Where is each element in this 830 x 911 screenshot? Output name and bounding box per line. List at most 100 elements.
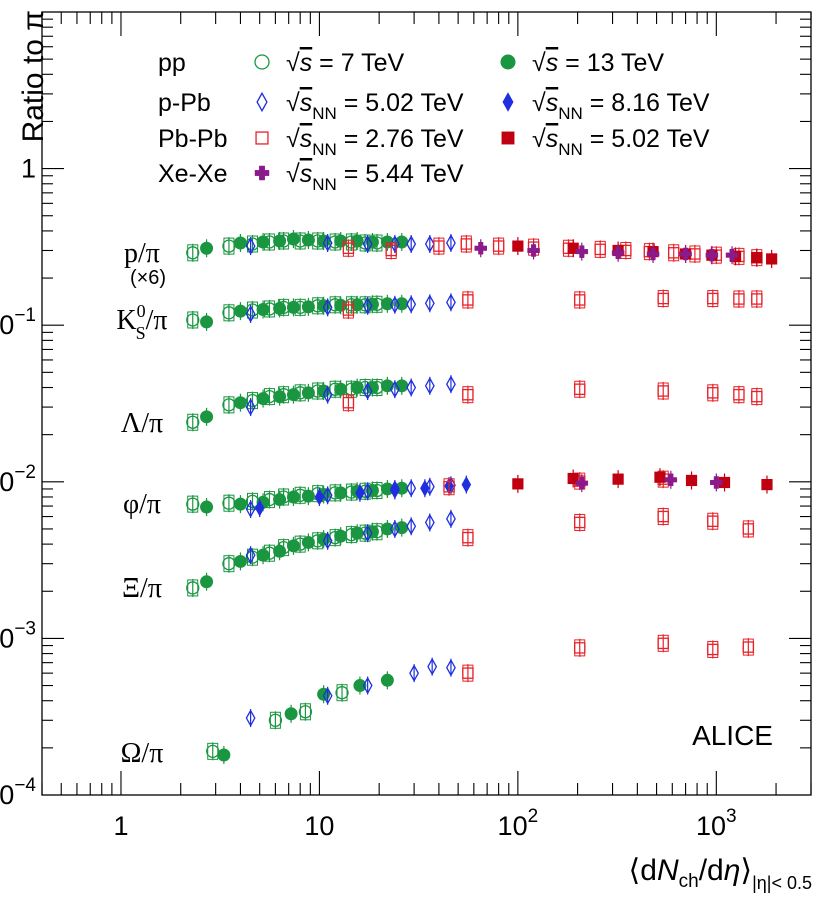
data-point bbox=[256, 232, 270, 251]
legend-system-label: Pb-Pb bbox=[158, 125, 227, 153]
ratio-label: Ω/π bbox=[121, 738, 164, 769]
data-point bbox=[612, 470, 624, 489]
data-point-marker bbox=[186, 497, 200, 511]
data-point-marker bbox=[286, 232, 300, 246]
data-point-marker bbox=[355, 484, 365, 502]
data-point-marker bbox=[685, 474, 698, 487]
data-point-marker bbox=[573, 383, 586, 395]
data-point-marker bbox=[424, 294, 435, 313]
data-point-marker bbox=[742, 523, 755, 535]
data-point bbox=[409, 664, 420, 683]
data-point-marker bbox=[766, 253, 778, 265]
data-point-marker bbox=[322, 298, 333, 317]
data-point bbox=[355, 483, 365, 502]
data-point bbox=[679, 244, 692, 263]
data-point-marker bbox=[334, 529, 348, 543]
data-point bbox=[334, 380, 348, 399]
data-point bbox=[186, 578, 200, 597]
data-point-marker bbox=[707, 387, 719, 399]
data-point-marker bbox=[427, 657, 438, 676]
data-point bbox=[301, 297, 315, 316]
data-point bbox=[233, 552, 247, 571]
data-point bbox=[462, 664, 474, 683]
data-point-marker bbox=[707, 292, 719, 305]
data-point bbox=[406, 517, 417, 536]
axis-tick-labels: 1 10 102 103 1 10−1 10−2 10−3 10−4 bbox=[0, 154, 737, 841]
data-point-marker bbox=[512, 240, 524, 252]
legend-entry-label: √sNN = 5.44 TeV bbox=[286, 160, 464, 194]
legend-entry-label: √s = 13 TeV bbox=[532, 49, 664, 77]
data-point bbox=[646, 244, 660, 263]
data-point-marker bbox=[462, 388, 474, 401]
data-point bbox=[725, 246, 739, 265]
data-point-marker bbox=[350, 526, 364, 540]
data-point-marker bbox=[611, 246, 625, 260]
ratio-label: φ/π bbox=[123, 489, 161, 520]
data-point-marker bbox=[575, 245, 589, 258]
data-point-marker bbox=[733, 293, 745, 305]
legend-system-label: pp bbox=[158, 49, 186, 77]
data-point-marker bbox=[646, 247, 660, 261]
data-point bbox=[186, 310, 200, 329]
data-point-marker bbox=[362, 524, 373, 542]
data-point bbox=[751, 289, 763, 308]
data-point bbox=[389, 295, 400, 314]
data-point-marker bbox=[664, 473, 678, 487]
data-point bbox=[527, 241, 540, 260]
data-point bbox=[245, 398, 256, 417]
legend-marker bbox=[501, 131, 515, 145]
legend-system-label: p-Pb bbox=[158, 89, 211, 117]
data-point-marker bbox=[567, 242, 579, 254]
ratio-label: Λ/π bbox=[121, 408, 163, 439]
data-point bbox=[334, 483, 348, 502]
data-point-marker bbox=[406, 295, 417, 314]
data-point bbox=[761, 475, 773, 494]
data-point bbox=[200, 407, 214, 426]
data-point-marker bbox=[362, 482, 373, 501]
ratio-label: K0 S/π bbox=[116, 301, 167, 343]
data-point-marker bbox=[256, 302, 270, 316]
data-point-marker bbox=[573, 294, 586, 306]
data-point bbox=[461, 475, 472, 494]
data-point bbox=[766, 249, 778, 268]
ratio-group bbox=[186, 289, 763, 331]
legend-marker bbox=[502, 92, 514, 112]
data-point-marker bbox=[389, 235, 400, 253]
data-point bbox=[200, 572, 214, 591]
data-point bbox=[342, 239, 355, 258]
legend-marker bbox=[254, 165, 270, 181]
data-point-marker bbox=[322, 531, 333, 550]
ratio-group bbox=[206, 634, 755, 765]
data-point bbox=[322, 486, 333, 505]
data-point bbox=[186, 413, 200, 432]
ratio-label: p/π bbox=[124, 238, 160, 269]
data-point-marker bbox=[424, 235, 435, 253]
data-point bbox=[273, 231, 287, 250]
data-point-marker bbox=[707, 643, 719, 656]
y-tick-label: 10−3 bbox=[0, 618, 36, 653]
data-point bbox=[350, 231, 364, 250]
data-point bbox=[245, 709, 256, 728]
data-point bbox=[200, 498, 214, 517]
data-point-marker bbox=[445, 658, 456, 677]
data-point-marker bbox=[433, 240, 445, 252]
data-point bbox=[424, 294, 435, 313]
data-point-marker bbox=[445, 510, 456, 528]
data-point bbox=[567, 469, 579, 488]
data-point bbox=[443, 477, 455, 496]
data-point bbox=[685, 471, 698, 490]
data-point bbox=[301, 383, 315, 402]
data-point-marker bbox=[380, 673, 394, 687]
data-point-marker bbox=[365, 381, 379, 395]
data-point bbox=[273, 299, 287, 318]
data-point bbox=[733, 385, 745, 404]
legend-entry-label: √sNN = 5.02 TeV bbox=[532, 125, 710, 159]
legend: pp √s = 7 TeV √s = 13 TeV p-Pb √sNN = 5.02 T… bbox=[158, 49, 710, 194]
ratio-group bbox=[186, 468, 773, 519]
data-point-marker bbox=[385, 244, 397, 257]
data-point-marker bbox=[334, 486, 348, 500]
y-tick-label: 10−2 bbox=[0, 462, 36, 497]
data-point-marker bbox=[233, 396, 247, 410]
data-point bbox=[445, 375, 456, 394]
